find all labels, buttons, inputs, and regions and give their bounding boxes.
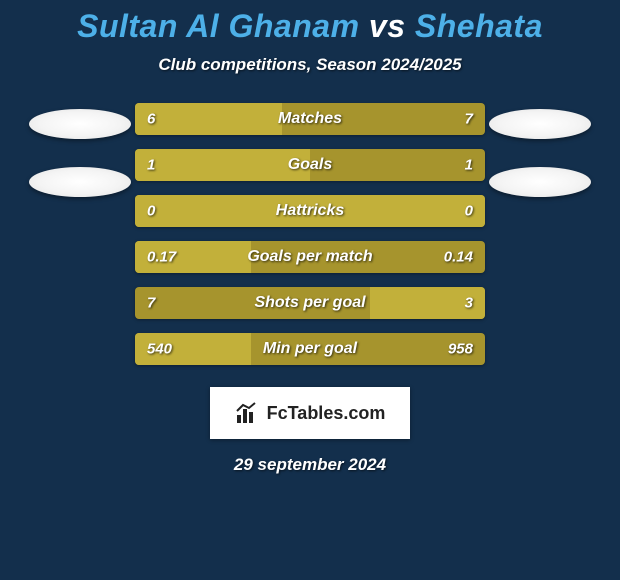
stat-row: 0 Hattricks 0 bbox=[135, 195, 485, 227]
stat-row: 7 Shots per goal 3 bbox=[135, 287, 485, 319]
stat-label: Goals bbox=[288, 156, 332, 174]
value-left: 7 bbox=[147, 295, 155, 312]
player1-name: Sultan Al Ghanam bbox=[77, 8, 359, 44]
country-flag-placeholder bbox=[29, 167, 131, 197]
stat-row: 0.17 Goals per match 0.14 bbox=[135, 241, 485, 273]
content-area: 6 Matches 7 1 Goals 1 0 Hattricks 0 0.17 Goals per… bbox=[0, 103, 620, 365]
stat-row: 6 Matches 7 bbox=[135, 103, 485, 135]
fill-left bbox=[135, 149, 310, 181]
stat-row: 1 Goals 1 bbox=[135, 149, 485, 181]
right-side bbox=[485, 103, 595, 197]
team-crest-placeholder bbox=[489, 109, 591, 139]
value-left: 6 bbox=[147, 111, 155, 128]
stat-label: Shots per goal bbox=[254, 294, 365, 312]
stat-label: Matches bbox=[278, 110, 342, 128]
stat-row: 540 Min per goal 958 bbox=[135, 333, 485, 365]
stat-rows: 6 Matches 7 1 Goals 1 0 Hattricks 0 0.17 Goals per… bbox=[135, 103, 485, 365]
date-text: 29 september 2024 bbox=[234, 455, 386, 475]
value-left: 540 bbox=[147, 341, 172, 358]
title: Sultan Al Ghanam vs Shehata bbox=[77, 8, 543, 45]
value-right: 3 bbox=[465, 295, 473, 312]
value-left: 1 bbox=[147, 157, 155, 174]
value-right: 0 bbox=[465, 203, 473, 220]
value-left: 0 bbox=[147, 203, 155, 220]
brand-chart-icon bbox=[235, 401, 259, 425]
stat-label: Goals per match bbox=[247, 248, 372, 266]
vs-text: vs bbox=[369, 8, 406, 44]
left-side bbox=[25, 103, 135, 197]
brand-badge: FcTables.com bbox=[210, 387, 410, 439]
value-left: 0.17 bbox=[147, 249, 176, 266]
stat-label: Min per goal bbox=[263, 340, 357, 358]
value-right: 958 bbox=[448, 341, 473, 358]
brand-text: FcTables.com bbox=[267, 403, 386, 424]
fill-left bbox=[135, 103, 282, 135]
infographic-container: Sultan Al Ghanam vs Shehata Club competi… bbox=[0, 0, 620, 580]
player2-name: Shehata bbox=[415, 8, 543, 44]
country-flag-placeholder bbox=[489, 167, 591, 197]
subtitle: Club competitions, Season 2024/2025 bbox=[158, 55, 461, 75]
stat-label: Hattricks bbox=[276, 202, 344, 220]
team-crest-placeholder bbox=[29, 109, 131, 139]
value-right: 1 bbox=[465, 157, 473, 174]
value-right: 7 bbox=[465, 111, 473, 128]
value-right: 0.14 bbox=[444, 249, 473, 266]
